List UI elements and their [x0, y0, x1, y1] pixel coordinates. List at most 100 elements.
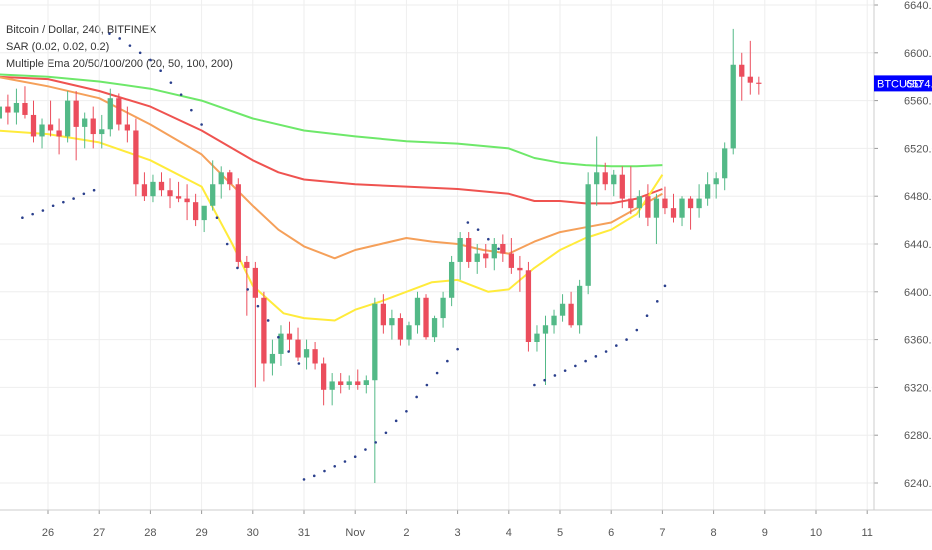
candle: [713, 172, 719, 199]
sar-dot: [625, 338, 628, 341]
candle: [653, 193, 660, 244]
y-tick-label: 6320.0: [904, 382, 932, 394]
candle: [227, 169, 233, 191]
candle: [116, 93, 122, 131]
candle: [150, 174, 156, 203]
candle-body: [320, 363, 327, 390]
candle: [628, 166, 634, 215]
candle: [414, 291, 421, 334]
ema20-line: [0, 129, 664, 322]
candle-body: [508, 253, 515, 268]
candle: [5, 94, 11, 125]
price-tag-box: [874, 75, 932, 92]
candle-body: [278, 333, 284, 354]
candle: [312, 341, 318, 370]
candle-body: [662, 198, 668, 209]
candle: [739, 52, 745, 101]
candle-body: [568, 303, 574, 326]
candle-body: [346, 381, 352, 386]
sar-dot: [487, 237, 490, 241]
sar-dot: [594, 355, 598, 358]
candle-body: [158, 181, 165, 191]
x-tick-label: 5: [557, 527, 563, 539]
candle: [235, 178, 241, 268]
candle: [30, 100, 37, 143]
candle: [372, 297, 378, 483]
candle-body: [210, 184, 216, 206]
candle-body: [611, 174, 617, 185]
candle-body: [363, 380, 369, 386]
candle: [500, 234, 506, 262]
candle: [466, 232, 472, 268]
sar-dot: [118, 37, 121, 40]
candle: [389, 309, 395, 340]
x-tick-label: 3: [455, 527, 461, 539]
ema200-line: [0, 73, 663, 168]
sar-dot: [425, 383, 429, 387]
candle-body: [756, 82, 762, 84]
candle-body: [397, 318, 404, 340]
candle-body: [602, 172, 608, 185]
candle: [576, 279, 583, 334]
candle-body: [713, 178, 719, 185]
y-tick-label: 6640.0: [904, 0, 932, 12]
sar-dot: [236, 266, 239, 270]
candle-body: [636, 196, 643, 209]
sar-dot: [312, 474, 316, 478]
candle: [184, 184, 190, 221]
candle: [730, 28, 736, 155]
x-tick-label: Nov: [345, 527, 365, 539]
sar-dot: [543, 378, 546, 382]
candle: [22, 86, 28, 119]
sar-dot: [225, 242, 229, 246]
candle-body: [645, 196, 651, 218]
sar-dot: [574, 364, 577, 368]
candle: [64, 91, 71, 143]
candle-body: [47, 124, 54, 131]
candle-body: [431, 318, 438, 338]
sar-dot: [287, 350, 290, 353]
candle: [542, 315, 549, 386]
candle: [687, 196, 694, 230]
candle: [303, 339, 310, 370]
legend-ema-indicator[interactable]: Multiple Ema 20/50/100/200 (20, 50, 100,…: [6, 58, 233, 70]
candle-body: [491, 244, 497, 259]
candle: [141, 172, 148, 201]
candle: [107, 88, 113, 137]
candle: [662, 186, 668, 215]
candle: [397, 313, 404, 346]
sar-dot: [446, 359, 449, 363]
candle-body: [201, 205, 207, 221]
sar-dot: [149, 58, 152, 62]
sar-dot: [655, 300, 659, 303]
sar-dot: [179, 93, 183, 96]
candle-body: [722, 148, 728, 179]
candle: [483, 244, 489, 268]
candle-body: [141, 184, 148, 197]
candle-body: [73, 100, 79, 127]
candle-body: [448, 261, 455, 298]
candle: [380, 294, 387, 334]
candle-body: [551, 315, 557, 326]
ema50-line: [0, 76, 663, 260]
candle-body: [653, 198, 660, 218]
candle: [167, 178, 173, 209]
sar-dot: [82, 192, 86, 196]
legend-sar-indicator[interactable]: SAR (0.02, 0.02, 0.2): [6, 41, 110, 53]
candle: [82, 112, 88, 149]
candle-body: [474, 253, 480, 262]
candle-body: [107, 98, 113, 130]
candle: [47, 100, 54, 137]
candle-body: [116, 98, 122, 125]
candle: [175, 181, 182, 203]
sar-dot: [584, 359, 587, 363]
candle-body: [90, 118, 96, 135]
sar-dot: [604, 350, 608, 353]
sar-dot: [394, 419, 398, 423]
candle: [517, 255, 523, 292]
candle: [474, 244, 480, 274]
candle-body: [696, 198, 702, 209]
candle: [534, 325, 540, 352]
candle-body: [303, 349, 310, 358]
